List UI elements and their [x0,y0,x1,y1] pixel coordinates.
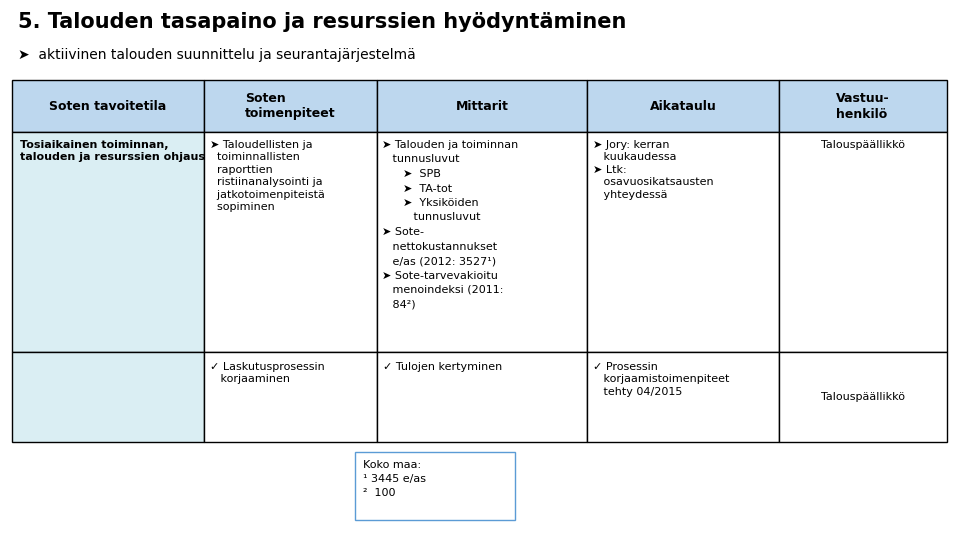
Text: ✓ Tulojen kertyminen: ✓ Tulojen kertyminen [383,362,502,372]
Text: Aikataulu: Aikataulu [649,99,716,113]
Bar [377,132,587,352]
Text: ➤  TA-tot: ➤ TA-tot [382,183,452,194]
Text: Soten tavoitetila: Soten tavoitetila [49,99,167,113]
Text: e/as (2012: 3527¹): e/as (2012: 3527¹) [382,256,496,266]
Bar [355,452,515,520]
Bar [203,132,377,352]
Text: ✓ Laskutusprosessin
   korjaaminen: ✓ Laskutusprosessin korjaaminen [210,362,324,384]
Bar [377,80,587,132]
Text: ➤  Yksiköiden: ➤ Yksiköiden [382,198,479,208]
Bar [587,80,779,132]
Bar [12,80,203,132]
Bar [203,80,377,132]
Text: ➤ Jory: kerran
   kuukaudessa
➤ Ltk:
   osavuosikatsausten
   yhteydessä: ➤ Jory: kerran kuukaudessa ➤ Ltk: osavuo… [593,140,713,200]
Text: Tosiaikainen toiminnan,
talouden ja resurssien ohjaus: Tosiaikainen toiminnan, talouden ja resu… [20,140,205,162]
Bar [377,352,587,442]
Text: Talouspäällikkö: Talouspäällikkö [821,392,905,402]
Bar [12,352,203,442]
Text: ➤ Sote-: ➤ Sote- [382,227,424,237]
Text: 84²): 84²) [382,300,415,310]
Text: Talouspäällikkö: Talouspäällikkö [821,140,905,150]
Text: Vastuu-
henkilö: Vastuu- henkilö [836,92,890,120]
Text: Soten
toimenpiteet: Soten toimenpiteet [245,92,336,120]
Bar [587,132,779,352]
Text: menoindeksi (2011:: menoindeksi (2011: [382,285,503,295]
Text: ➤  aktiivinen talouden suunnittelu ja seurantajärjestelmä: ➤ aktiivinen talouden suunnittelu ja seu… [18,48,416,62]
Bar [779,80,947,132]
Bar [12,132,203,352]
Text: 5. Talouden tasapaino ja resurssien hyödyntäminen: 5. Talouden tasapaino ja resurssien hyöd… [18,12,626,32]
Text: tunnusluvut: tunnusluvut [382,213,480,222]
Text: nettokustannukset: nettokustannukset [382,242,497,252]
Text: ➤  SPB: ➤ SPB [382,169,440,179]
Text: ➤ Sote-tarvevakioitu: ➤ Sote-tarvevakioitu [382,270,498,280]
Bar [779,132,947,352]
Text: tunnusluvut: tunnusluvut [382,155,459,164]
Text: ➤ Talouden ja toiminnan: ➤ Talouden ja toiminnan [382,140,518,150]
Text: ➤ Taloudellisten ja
  toiminnallisten
  raporttien
  ristiinanalysointi ja
  jat: ➤ Taloudellisten ja toiminnallisten rapo… [210,140,324,212]
Bar [779,352,947,442]
Text: ✓ Prosessin
   korjaamistoimenpiteet
   tehty 04/2015: ✓ Prosessin korjaamistoimenpiteet tehty … [593,362,730,397]
Bar [203,352,377,442]
Text: Koko maa:
¹ 3445 e/as
²  100: Koko maa: ¹ 3445 e/as ² 100 [363,460,426,498]
Bar [587,352,779,442]
Text: Mittarit: Mittarit [456,99,508,113]
